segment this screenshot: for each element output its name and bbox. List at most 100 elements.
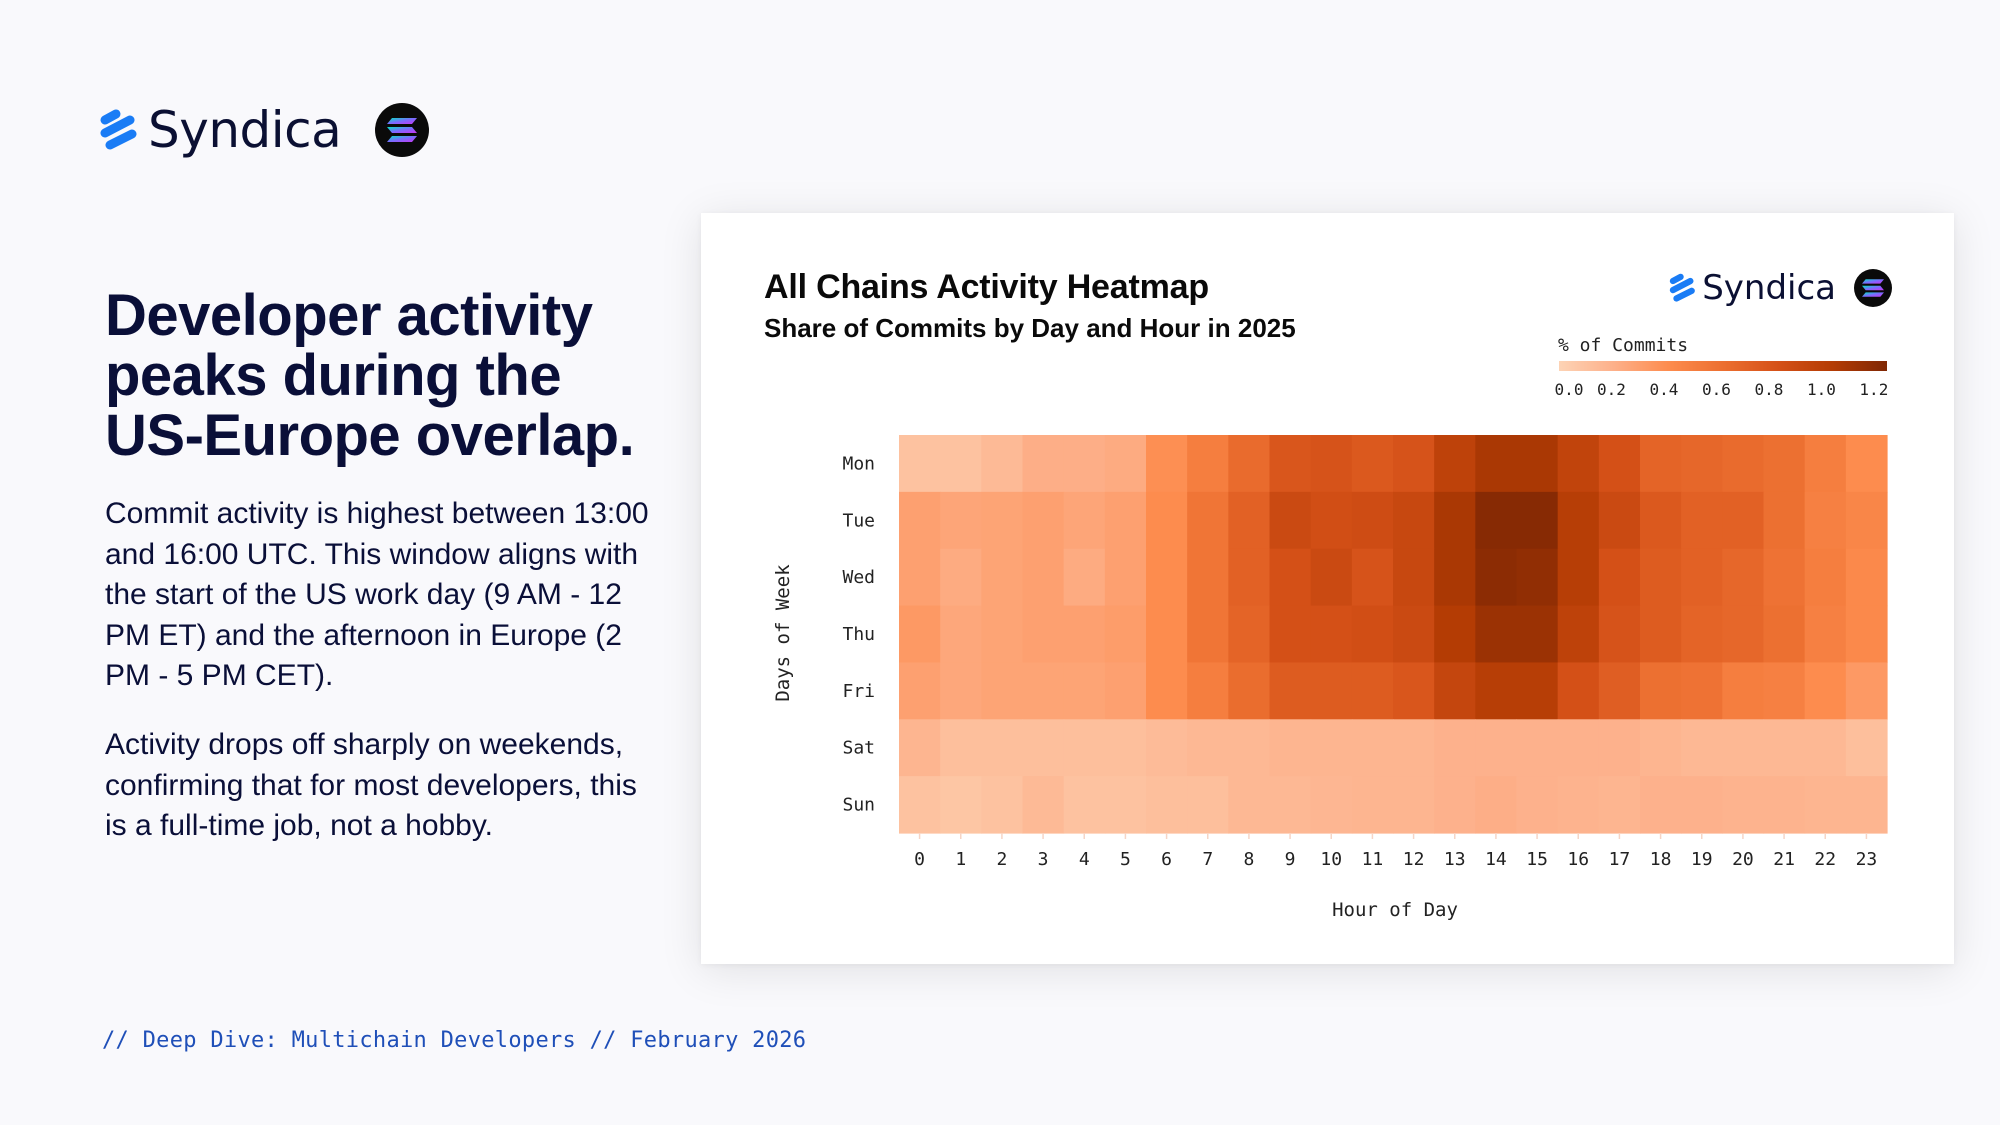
heatmap-cell [1557,605,1600,664]
heatmap-cell [1269,662,1312,720]
heatmap-cell [1804,548,1847,607]
heatmap-cell [1681,435,1723,493]
heatmap-cell [1557,662,1600,720]
heatmap-cell [1681,491,1723,550]
heatmap-cell [1763,719,1806,777]
heatmap-cell [1804,776,1847,834]
heatmap-cell [1640,605,1682,664]
heatmap-cell [1063,435,1106,493]
x-tick-label: 23 [1856,849,1878,870]
x-tick-label: 5 [1120,849,1131,870]
heatmap-cell [1598,435,1641,493]
heatmap-cell [940,776,982,834]
heatmap-cell [1722,548,1765,607]
x-axis-label: Hour of Day [1332,899,1458,921]
heatmap-cell [981,719,1024,777]
heatmap-cell [899,662,941,720]
heatmap-cell [1722,776,1765,834]
heatmap-cell [1763,435,1806,493]
heatmap-cell [1187,548,1229,607]
heatmap-cell [981,776,1024,834]
heatmap-cell [1351,662,1394,720]
x-tick-label: 4 [1079,849,1090,870]
heatmap-cell [1640,776,1682,834]
heatmap-cell [1434,491,1476,550]
x-tick-label: 17 [1609,849,1631,870]
heatmap-cell [1516,662,1559,720]
heatmap-cell [1475,719,1518,777]
heatmap-cell [1681,662,1723,720]
heatmap-cell [899,491,941,550]
heatmap-cell [1598,548,1641,607]
heatmap-cell [981,605,1024,664]
heatmap-cell [1310,662,1353,720]
heatmap-cell [1104,662,1147,720]
heatmap-cell [1228,776,1271,834]
paragraph-weekends: Activity drops off sharply on weekends, … [105,728,637,842]
heatmap-cell [1763,776,1806,834]
heatmap-cell [1845,605,1888,664]
heatmap-cell [1475,662,1518,720]
heatmap-cell [1804,605,1847,664]
heatmap-cell [1187,605,1229,664]
heatmap-cell [1310,776,1353,834]
heatmap-cell [1845,662,1888,720]
heatmap-cell [1557,719,1600,777]
x-tick-label: 8 [1243,849,1254,870]
heatmap-cell [1434,776,1476,834]
heatmap-cell [1722,719,1765,777]
heatmap-cell [1598,776,1641,834]
heatmap-cell [1104,548,1147,607]
brand-name: Syndica [148,101,342,159]
x-tick-label: 9 [1285,849,1296,870]
heatmap-cell [1598,491,1641,550]
heatmap-cell [1228,435,1271,493]
heatmap-cell [899,719,941,777]
solana-logo-icon [1854,269,1892,307]
y-tick-label: Thu [842,624,875,645]
solana-logo-icon [375,103,430,157]
heatmap-cell [1763,662,1806,720]
heatmap-cell [940,662,982,720]
heatmap-cell [1269,491,1312,550]
heatmap-cell [1681,605,1723,664]
x-tick-label: 7 [1202,849,1213,870]
x-tick-label: 19 [1691,849,1713,870]
heatmap-cell [940,435,982,493]
chart-title: All Chains Activity Heatmap [764,268,1209,306]
heatmap-cell [1022,491,1065,550]
brand-header: Syndica [98,100,430,160]
x-tick-label: 21 [1773,849,1795,870]
colorbar [1559,361,1887,371]
heatmap-cell [1228,605,1271,664]
heatmap-cell [1393,719,1435,777]
syndica-logo-icon [1670,273,1696,302]
heatmap-cell [1146,662,1188,720]
heatmap-cell [1063,491,1106,550]
x-tick-label: 22 [1814,849,1836,870]
heatmap-cell [1351,548,1394,607]
x-tick-label: 6 [1161,849,1172,870]
heatmap-cell [1104,719,1147,777]
x-tick-label: 2 [996,849,1007,870]
heatmap-cell [981,662,1024,720]
heatmap-cell [1516,719,1559,777]
heatmap-cell [1310,435,1353,493]
heatmap-cell [1146,719,1188,777]
heatmap-cell [1063,776,1106,834]
heatmap-cell [1434,719,1476,777]
heatmap-cell [1640,719,1682,777]
heatmap-cell [981,491,1024,550]
y-tick-label: Sun [842,795,875,816]
heatmap-cell [1022,548,1065,607]
heatmap-cell [1187,719,1229,777]
heatmap-cell [1640,662,1682,720]
heatmap-cell [1104,605,1147,664]
heatmap-cell [1146,605,1188,664]
headline: Developer activity peaks during the US-E… [105,283,635,468]
heatmap-cell [1434,662,1476,720]
heatmap-cell [1063,548,1106,607]
heatmap-cell [1557,435,1600,493]
heatmap-cell [1598,662,1641,720]
heatmap-cell [1640,548,1682,607]
